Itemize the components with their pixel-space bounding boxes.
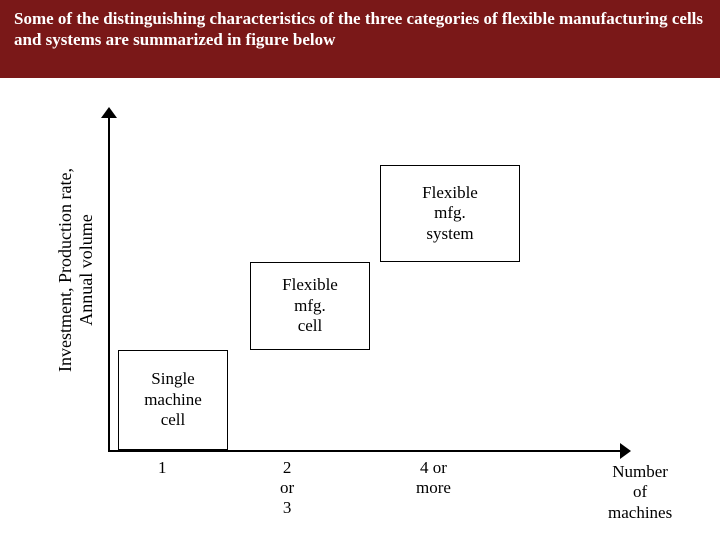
box-label-line: cell xyxy=(298,316,323,335)
page-root: Some of the distinguishing characteristi… xyxy=(0,0,720,540)
x-axis-label-line: machines xyxy=(608,503,672,522)
box-label-line: mfg. xyxy=(294,296,326,315)
x-tick-1: 1 xyxy=(158,458,167,478)
y-axis-arrow xyxy=(101,107,117,118)
box-label: Single machine cell xyxy=(144,369,202,430)
y-axis-label-line2: Annual volume xyxy=(76,120,97,420)
box-label-line: Flexible xyxy=(282,275,338,294)
x-tick-4ormore: 4 or more xyxy=(416,458,451,498)
x-axis-label: Number of machines xyxy=(608,462,672,523)
box-label: Flexible mfg. system xyxy=(422,183,478,244)
y-axis-line xyxy=(108,115,110,450)
x-axis-line xyxy=(108,450,620,452)
box-single-machine-cell: Single machine cell xyxy=(118,350,228,450)
box-label-line: cell xyxy=(161,410,186,429)
box-label-line: mfg. xyxy=(434,203,466,222)
x-axis-label-line: Number of xyxy=(612,462,668,501)
y-axis-label-line1: Investment, Production rate, xyxy=(55,120,76,420)
box-label: Flexible mfg. cell xyxy=(282,275,338,336)
box-label-line: Single xyxy=(151,369,194,388)
box-label-line: machine xyxy=(144,390,202,409)
box-flexible-mfg-system: Flexible mfg. system xyxy=(380,165,520,262)
x-axis-arrow xyxy=(620,443,631,459)
header-banner: Some of the distinguishing characteristi… xyxy=(0,0,720,78)
box-flexible-mfg-cell: Flexible mfg. cell xyxy=(250,262,370,350)
box-label-line: system xyxy=(426,224,473,243)
x-tick-2or3: 2 or 3 xyxy=(280,458,294,518)
y-axis-label: Investment, Production rate, Annual volu… xyxy=(55,120,97,420)
box-label-line: Flexible xyxy=(422,183,478,202)
header-text: Some of the distinguishing characteristi… xyxy=(14,8,706,51)
